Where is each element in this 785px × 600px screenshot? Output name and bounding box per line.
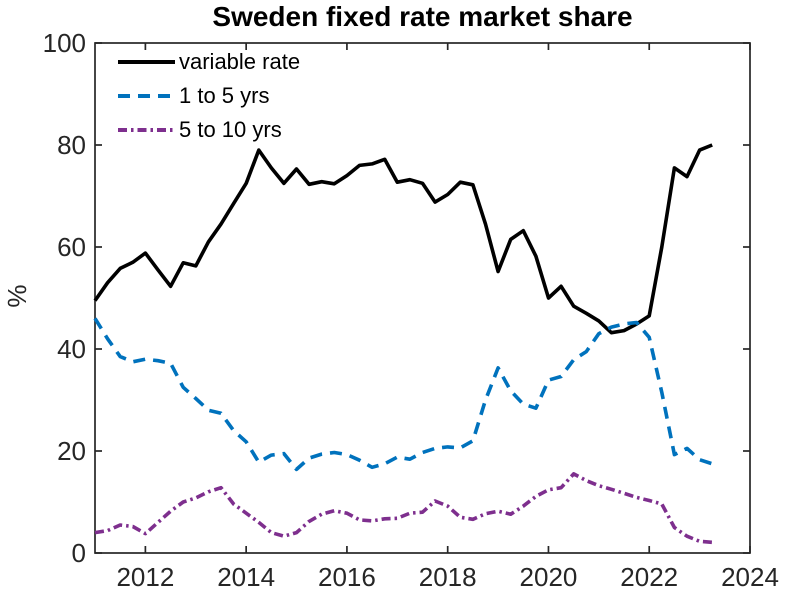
- dashed-line-sample-icon: [118, 94, 175, 98]
- x-tick-label: 2018: [419, 562, 477, 592]
- x-tick-label: 2014: [217, 562, 275, 592]
- series-line-5-to-10-yrs: [94, 472, 713, 545]
- x-tick-label: 2012: [116, 562, 174, 592]
- y-tick-label: 0: [72, 538, 86, 568]
- legend-entry-1-to-5-yrs: 1 to 5 yrs: [118, 79, 300, 113]
- series-line-1-to-5-yrs: [93, 317, 713, 472]
- series-line-variable-rate: [93, 143, 713, 335]
- legend-entry-5-to-10-yrs: 5 to 10 yrs: [118, 113, 300, 147]
- y-tick-label: 80: [57, 130, 86, 160]
- solid-line-sample-icon: [118, 60, 175, 64]
- y-tick-label: 100: [43, 28, 86, 58]
- y-tick-label: 40: [57, 334, 86, 364]
- y-tick-label: 20: [57, 436, 86, 466]
- x-tick-label: 2024: [721, 562, 779, 592]
- legend-label-5-to-10-yrs: 5 to 10 yrs: [179, 117, 282, 142]
- legend-label-1-to-5-yrs: 1 to 5 yrs: [179, 83, 270, 108]
- dashdot-line-sample-icon: [118, 128, 175, 132]
- chart-title: Sweden fixed rate market share: [212, 1, 633, 32]
- y-tick-label: 60: [57, 232, 86, 262]
- x-tick-label: 2020: [520, 562, 578, 592]
- legend-label-variable-rate: variable rate: [179, 49, 301, 74]
- x-tick-label: 2022: [620, 562, 678, 592]
- legend-entry-variable-rate: variable rate: [118, 45, 300, 79]
- x-tick-label: 2016: [318, 562, 376, 592]
- legend: variable rate 1 to 5 yrs 5 to 10 yrs: [118, 45, 300, 147]
